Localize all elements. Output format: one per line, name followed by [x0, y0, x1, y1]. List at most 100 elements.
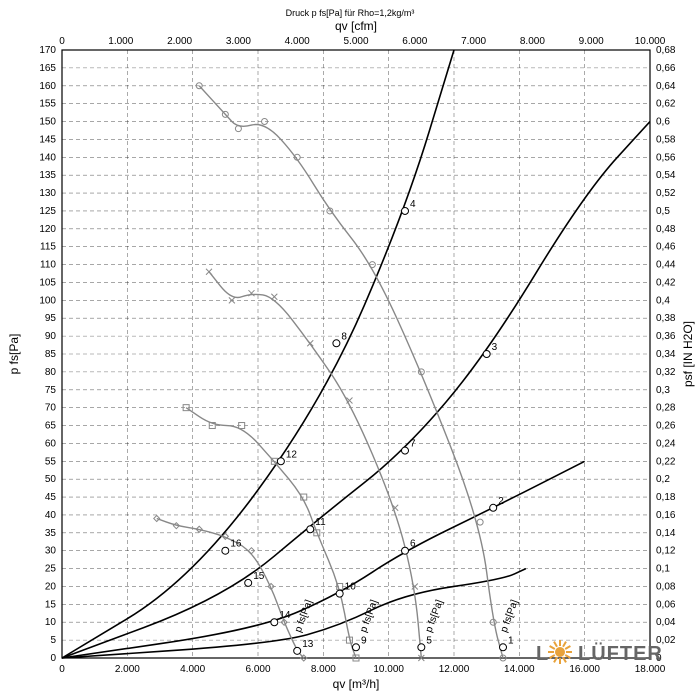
svg-text:135: 135 — [39, 170, 56, 181]
svg-text:0,24: 0,24 — [656, 438, 676, 449]
svg-text:2.000: 2.000 — [115, 664, 140, 675]
svg-text:0,6: 0,6 — [656, 117, 670, 128]
operating-point — [245, 579, 252, 586]
svg-text:20: 20 — [45, 581, 57, 592]
point-label: 10 — [345, 582, 357, 593]
svg-text:25: 25 — [45, 564, 57, 575]
svg-text:0,12: 0,12 — [656, 546, 676, 557]
point-label: 5 — [426, 635, 432, 646]
svg-text:0: 0 — [59, 664, 65, 675]
svg-text:0,34: 0,34 — [656, 349, 676, 360]
svg-text:0,44: 0,44 — [656, 260, 676, 271]
operating-point — [418, 644, 425, 651]
svg-text:0,22: 0,22 — [656, 456, 676, 467]
logo-text: LÜFTER — [578, 642, 663, 665]
svg-text:155: 155 — [39, 99, 56, 110]
svg-text:0,38: 0,38 — [656, 313, 676, 324]
point-label: 7 — [410, 439, 416, 450]
svg-text:145: 145 — [39, 134, 56, 145]
svg-text:165: 165 — [39, 63, 56, 74]
svg-text:9.000: 9.000 — [579, 36, 604, 47]
svg-text:2.000: 2.000 — [167, 36, 192, 47]
svg-text:0,18: 0,18 — [656, 492, 676, 503]
operating-point — [271, 619, 278, 626]
point-label: 9 — [361, 635, 367, 646]
svg-text:160: 160 — [39, 81, 56, 92]
operating-point — [500, 644, 507, 651]
svg-text:150: 150 — [39, 117, 56, 128]
point-label: 14 — [279, 610, 291, 621]
operating-point — [402, 547, 409, 554]
operating-point — [483, 351, 490, 358]
operating-point — [277, 458, 284, 465]
svg-text:0,14: 0,14 — [656, 528, 676, 539]
svg-text:0,64: 0,64 — [656, 81, 676, 92]
svg-text:0,66: 0,66 — [656, 63, 676, 74]
svg-text:1.000: 1.000 — [108, 36, 133, 47]
svg-text:0,54: 0,54 — [656, 170, 676, 181]
svg-text:16.000: 16.000 — [569, 664, 600, 675]
fan-curve-chart: Druck p fs[Pa] für Rho=1,2kg/m³051015202… — [0, 0, 700, 700]
svg-text:110: 110 — [40, 260, 56, 271]
operating-point — [336, 590, 343, 597]
svg-text:85: 85 — [45, 349, 57, 360]
point-label: 2 — [498, 496, 504, 507]
series-label: p fs[Pa] — [499, 598, 521, 634]
svg-text:0,1: 0,1 — [656, 564, 670, 575]
svg-text:10.000: 10.000 — [635, 36, 666, 47]
point-label: 15 — [253, 571, 265, 582]
svg-text:45: 45 — [45, 492, 57, 503]
svg-text:4.000: 4.000 — [285, 36, 310, 47]
svg-text:0,5: 0,5 — [656, 206, 670, 217]
svg-text:125: 125 — [39, 206, 56, 217]
x-top-label: qv [cfm] — [335, 19, 377, 33]
operating-point — [490, 504, 497, 511]
svg-text:8.000: 8.000 — [311, 664, 336, 675]
svg-text:55: 55 — [45, 456, 57, 467]
svg-text:0,58: 0,58 — [656, 134, 676, 145]
point-label: 4 — [410, 199, 416, 210]
svg-text:170: 170 — [39, 45, 56, 56]
svg-text:105: 105 — [39, 277, 56, 288]
point-label: 13 — [302, 639, 314, 650]
point-label: 3 — [492, 342, 498, 353]
x-bottom-label: qv [m³/h] — [333, 677, 380, 691]
svg-text:95: 95 — [45, 313, 57, 324]
svg-text:0,42: 0,42 — [656, 277, 676, 288]
svg-text:0,16: 0,16 — [656, 510, 676, 521]
svg-text:65: 65 — [45, 421, 57, 432]
svg-text:15: 15 — [45, 599, 57, 610]
svg-text:50: 50 — [45, 474, 57, 485]
svg-text:10: 10 — [45, 617, 57, 628]
operating-point — [333, 340, 340, 347]
svg-text:0,4: 0,4 — [656, 295, 670, 306]
svg-text:90: 90 — [45, 331, 57, 342]
svg-text:14.000: 14.000 — [504, 664, 535, 675]
operating-point — [402, 447, 409, 454]
svg-text:18.000: 18.000 — [635, 664, 666, 675]
svg-text:7.000: 7.000 — [461, 36, 486, 47]
operating-point — [294, 647, 301, 654]
chart-title: Druck p fs[Pa] für Rho=1,2kg/m³ — [286, 8, 415, 18]
svg-text:0: 0 — [59, 36, 65, 47]
point-label: 8 — [341, 331, 347, 342]
svg-text:6.000: 6.000 — [402, 36, 427, 47]
svg-text:0,2: 0,2 — [656, 474, 670, 485]
svg-text:0,26: 0,26 — [656, 421, 676, 432]
svg-text:4.000: 4.000 — [180, 664, 205, 675]
svg-text:0,56: 0,56 — [656, 152, 676, 163]
svg-text:L: L — [536, 643, 549, 665]
point-label: 16 — [230, 539, 242, 550]
svg-text:0: 0 — [50, 653, 56, 664]
svg-text:10.000: 10.000 — [373, 664, 404, 675]
svg-text:0,32: 0,32 — [656, 367, 676, 378]
svg-text:12.000: 12.000 — [439, 664, 470, 675]
svg-text:0,3: 0,3 — [656, 385, 670, 396]
svg-text:0,46: 0,46 — [656, 242, 676, 253]
operating-point — [402, 207, 409, 214]
svg-text:140: 140 — [39, 152, 56, 163]
svg-text:0,04: 0,04 — [656, 617, 676, 628]
point-label: 1 — [508, 635, 514, 646]
svg-text:6.000: 6.000 — [245, 664, 270, 675]
svg-text:115: 115 — [40, 242, 56, 253]
